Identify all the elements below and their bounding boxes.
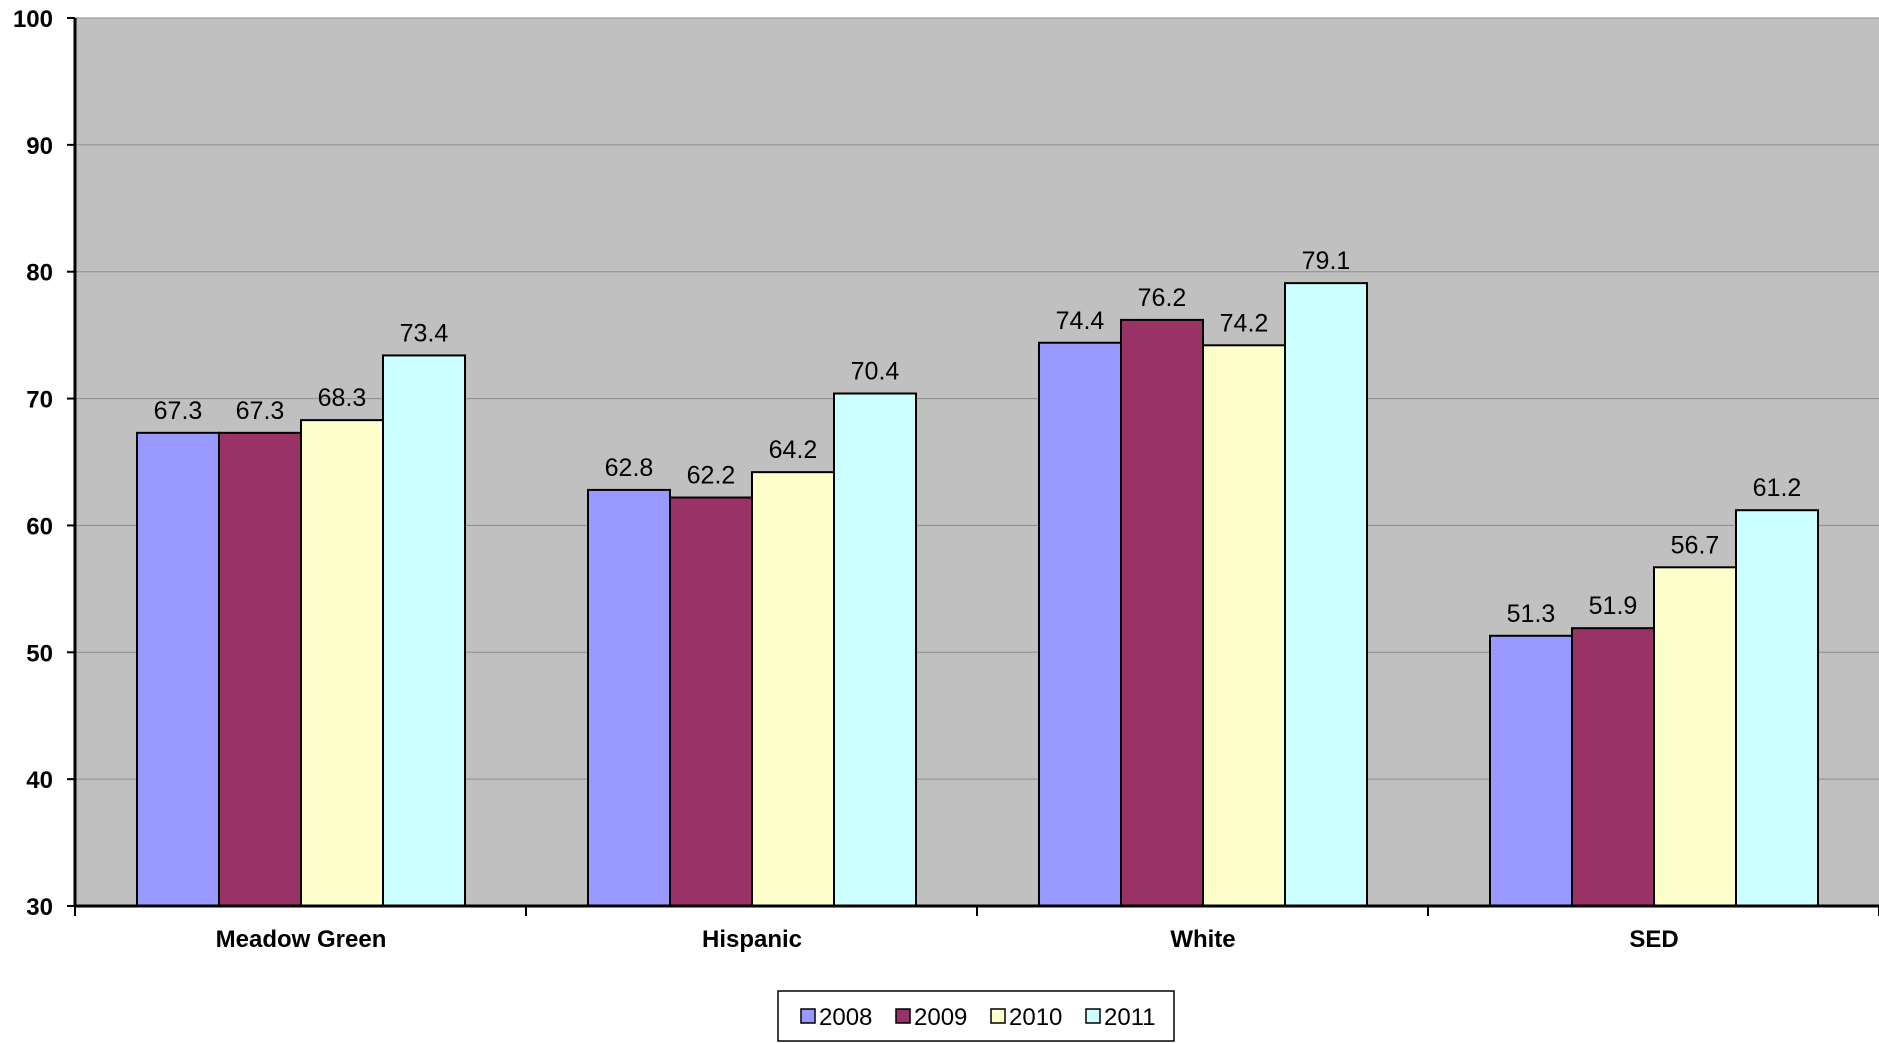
- x-category-label-sed: SED: [1629, 926, 1678, 953]
- bar-hispanic-2011: [833, 392, 917, 907]
- bar-sed-2011: [1735, 509, 1819, 907]
- data-label-white-2011: 79.1: [1302, 247, 1351, 275]
- x-category-label-meadow-green: Meadow Green: [216, 926, 387, 953]
- data-label-white-2010: 74.2: [1220, 309, 1269, 337]
- data-label-meadow-green-2008: 67.3: [154, 397, 203, 425]
- y-tick-label-60: 60: [26, 513, 53, 540]
- bar-hispanic-2009: [669, 496, 753, 907]
- bar-white-2008: [1038, 341, 1122, 907]
- y-tick-labels: 30 40 50 60 70 80 90 100: [13, 6, 53, 921]
- legend-swatch-2009: [895, 1008, 911, 1024]
- data-label-meadow-green-2011: 73.4: [400, 319, 449, 347]
- bar-meadow-green-2010: [300, 419, 384, 907]
- bar-sed-2010: [1653, 566, 1737, 907]
- legend-swatch-2010: [990, 1008, 1006, 1024]
- bar-meadow-green-2011: [382, 354, 466, 907]
- data-label-hispanic-2011: 70.4: [851, 357, 900, 385]
- bar-meadow-green-2009: [218, 431, 302, 907]
- data-label-hispanic-2009: 62.2: [687, 462, 736, 490]
- y-tick-label-70: 70: [26, 387, 53, 414]
- legend-swatch-2011: [1085, 1008, 1101, 1024]
- y-tick-label-30: 30: [26, 894, 53, 921]
- bar-white-2011: [1284, 282, 1368, 908]
- x-tick-labels: Meadow Green Hispanic White SED: [216, 926, 1679, 953]
- y-tick-label-90: 90: [26, 133, 53, 160]
- bar-white-2009: [1120, 318, 1204, 908]
- data-label-meadow-green-2009: 67.3: [236, 397, 285, 425]
- legend-label-2011: 2011: [1104, 1004, 1156, 1031]
- data-label-white-2009: 76.2: [1138, 284, 1187, 312]
- data-labels: 67.3 67.3 68.3 73.4 62.8 62.2 64.2 70.4 74.4 76.2…: [154, 247, 1802, 628]
- data-label-sed-2011: 61.2: [1753, 474, 1802, 502]
- legend-label-2008: 2008: [819, 1004, 872, 1031]
- y-tick-label-40: 40: [26, 767, 53, 794]
- y-tick-label-50: 50: [26, 640, 53, 667]
- data-label-hispanic-2008: 62.8: [605, 454, 654, 482]
- bar-hispanic-2008: [587, 488, 671, 907]
- x-category-label-hispanic: Hispanic: [702, 926, 802, 953]
- data-label-sed-2010: 56.7: [1671, 531, 1720, 559]
- data-label-meadow-green-2010: 68.3: [318, 384, 367, 412]
- bar-sed-2008: [1489, 634, 1573, 908]
- data-label-white-2008: 74.4: [1056, 307, 1105, 335]
- data-label-hispanic-2010: 64.2: [769, 436, 818, 464]
- y-tick-label-80: 80: [26, 260, 53, 287]
- legend-swatch-2008: [800, 1008, 816, 1024]
- axes: [67, 17, 1879, 916]
- x-category-label-white: White: [1170, 926, 1235, 953]
- y-tick-label-100: 100: [13, 6, 53, 33]
- bar-sed-2009: [1571, 627, 1655, 907]
- bar-meadow-green-2008: [136, 431, 220, 907]
- legend-label-2009: 2009: [914, 1004, 967, 1031]
- data-label-sed-2008: 51.3: [1507, 600, 1556, 628]
- bar-hispanic-2010: [751, 471, 835, 907]
- legend: 2008 2009 2010 2011: [777, 990, 1175, 1042]
- data-label-sed-2009: 51.9: [1589, 592, 1638, 620]
- legend-box: [777, 990, 1175, 1042]
- bar-white-2010: [1202, 344, 1286, 907]
- legend-label-2010: 2010: [1009, 1004, 1062, 1031]
